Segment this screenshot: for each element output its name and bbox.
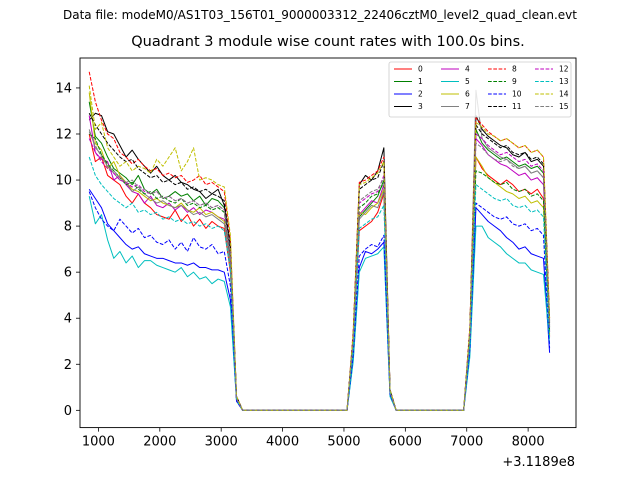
y-tick-label: 2 <box>64 358 72 373</box>
legend-label-1: 1 <box>418 77 423 86</box>
legend-label-8: 8 <box>512 65 517 74</box>
legend-label-11: 11 <box>512 102 522 111</box>
x-tick-label: 8000 <box>512 435 545 450</box>
legend-label-2: 2 <box>418 90 423 99</box>
series-line-11 <box>88 113 551 411</box>
x-axis: 1000 2000 3000 4000 5000 6000 7000 8000 <box>82 427 545 450</box>
series-line-0 <box>88 133 551 411</box>
series-line-9 <box>88 133 551 411</box>
y-axis: 0 2 4 6 8 10 12 14 <box>55 81 80 419</box>
y-tick-label: 14 <box>55 81 72 96</box>
y-tick-label: 12 <box>55 127 72 142</box>
legend-frame <box>388 61 572 118</box>
series-line-5 <box>88 196 551 411</box>
y-tick-label: 6 <box>64 266 72 281</box>
legend-label-0: 0 <box>418 65 423 74</box>
legend-label-4: 4 <box>465 65 470 74</box>
series-line-1 <box>88 101 551 411</box>
legend-label-3: 3 <box>418 102 423 111</box>
series-line-7 <box>88 89 551 411</box>
series-line-13 <box>88 156 551 411</box>
axes-frame <box>79 57 577 429</box>
x-tick-label: 3000 <box>205 435 238 450</box>
x-tick-label: 6000 <box>389 435 422 450</box>
series-layer <box>88 71 551 411</box>
x-axis-offset-label: +3.1189e8 <box>502 455 575 470</box>
legend-label-7: 7 <box>465 102 470 111</box>
series-line-2 <box>88 188 551 411</box>
series-line-12 <box>88 133 551 411</box>
x-tick-label: 4000 <box>266 435 299 450</box>
legend-label-12: 12 <box>559 65 569 74</box>
series-line-10 <box>88 191 551 411</box>
legend-label-5: 5 <box>465 77 470 86</box>
legend-label-15: 15 <box>559 102 569 111</box>
series-line-15 <box>88 131 551 411</box>
legend-label-13: 13 <box>559 77 569 86</box>
legend-label-9: 9 <box>512 77 517 86</box>
y-tick-label: 0 <box>64 404 72 419</box>
legend-label-6: 6 <box>465 90 470 99</box>
series-line-8 <box>88 71 551 411</box>
figure-suptitle: Data file: modeM0/AS1T03_156T01_90000033… <box>63 8 577 22</box>
series-line-14 <box>88 85 551 411</box>
series-line-3 <box>88 112 551 411</box>
y-tick-label: 4 <box>64 312 72 327</box>
x-tick-label: 5000 <box>327 435 360 450</box>
x-tick-label: 2000 <box>143 435 176 450</box>
x-tick-label: 7000 <box>450 435 483 450</box>
y-tick-label: 10 <box>55 174 72 189</box>
x-tick-label: 1000 <box>82 435 115 450</box>
series-line-4 <box>88 115 551 411</box>
legend-label-10: 10 <box>512 90 522 99</box>
y-tick-label: 8 <box>64 220 72 235</box>
chart-title: Quadrant 3 module wise count rates with … <box>131 34 525 50</box>
legend-label-14: 14 <box>559 90 569 99</box>
